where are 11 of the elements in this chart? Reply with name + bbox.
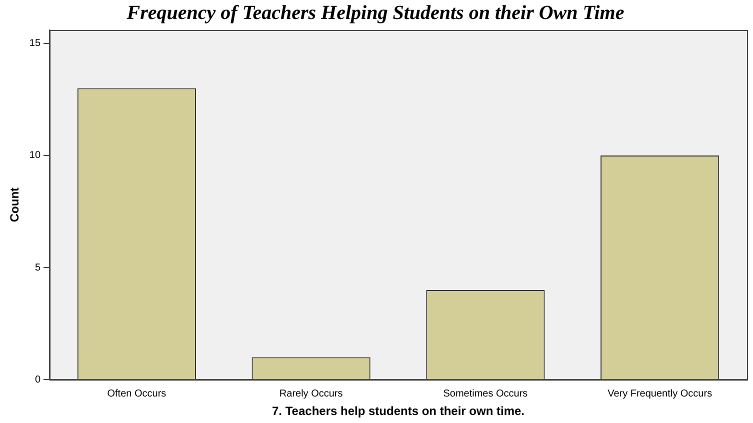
chart-title: Frequency of Teachers Helping Students on their Own Time [126,2,624,24]
x-tick-label: Often Occurs [107,388,166,400]
x-tick-label: Sometimes Occurs [443,388,528,400]
x-tick-label: Very Frequently Occurs [608,388,712,400]
y-axis-title: Count [8,187,22,222]
y-tick-label: 5 [34,262,41,274]
x-tick-label: Rarely Occurs [279,388,343,400]
y-tick-label: 15 [29,38,41,50]
y-tick-label: 0 [34,374,41,386]
x-axis-title: 7. Teachers help students on their own time. [272,404,525,418]
y-tick-label: 10 [29,150,41,162]
